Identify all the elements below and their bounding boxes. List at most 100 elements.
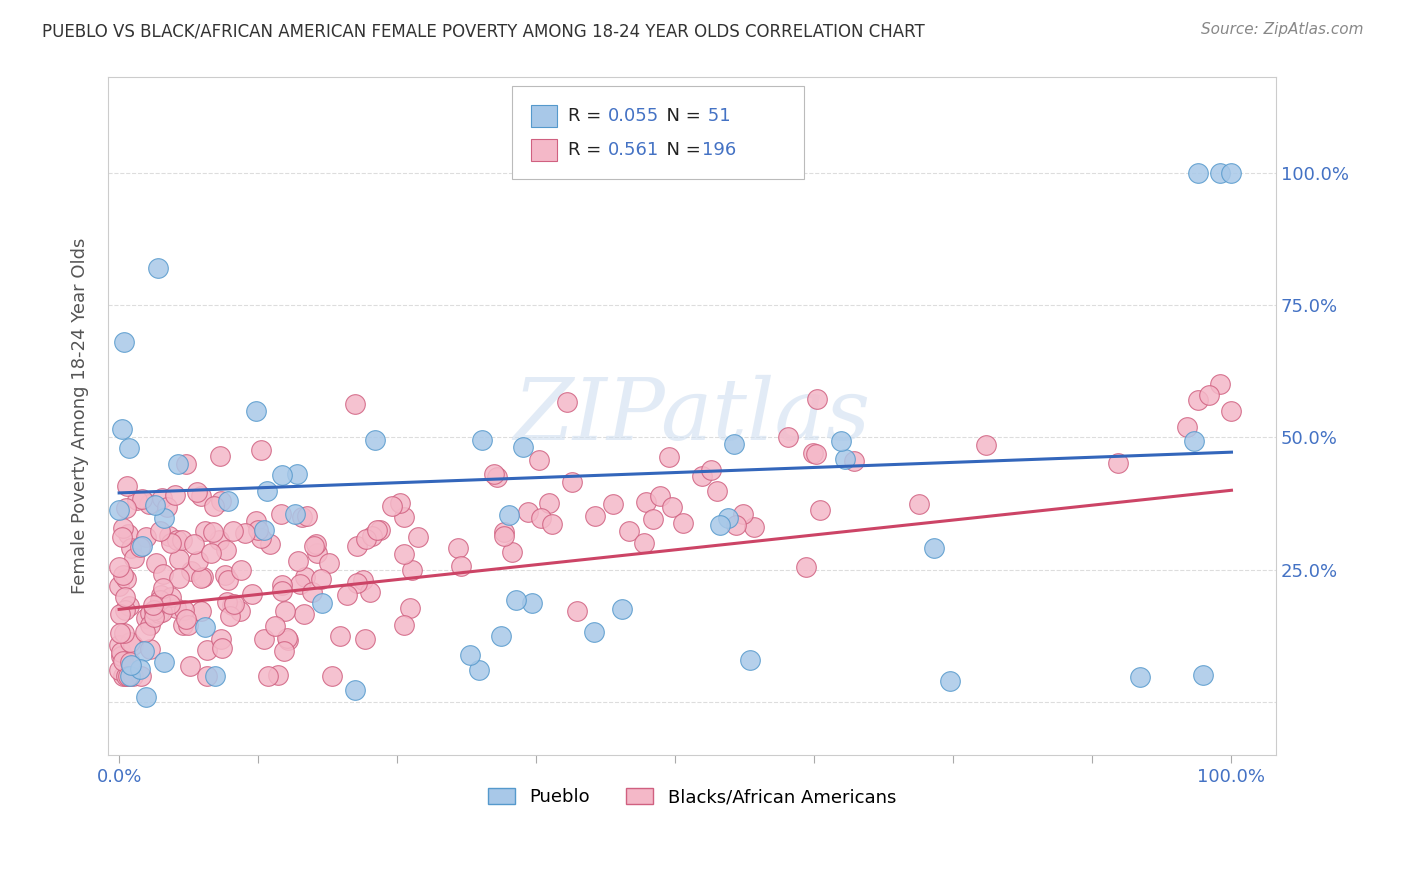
Point [152,581,174,595]
Point [359,585,381,599]
Point [318,556,340,570]
Point [343,397,366,411]
Point [125,493,148,508]
Point [194,524,217,539]
Point [1192,668,1215,682]
Point [245,514,267,528]
Point [214,568,236,582]
Point [305,537,328,551]
Point [209,632,232,647]
Point [148,592,170,607]
Point [277,632,299,647]
Point [658,450,681,465]
Point [392,547,415,561]
Point [142,610,165,624]
Point [117,668,139,682]
Point [804,447,827,461]
Point [505,593,527,607]
Point [742,520,765,534]
Point [1129,671,1152,685]
Point [108,579,131,593]
Point [321,668,343,682]
Point [361,529,384,543]
Point [794,560,817,574]
Point [311,596,333,610]
Point [724,518,747,533]
Point [1187,393,1209,408]
Point [602,497,624,511]
Point [115,501,138,516]
Point [208,449,231,463]
Point [274,605,297,619]
Text: R =: R = [568,107,607,125]
Point [309,572,332,586]
Point [135,690,157,705]
Point [172,617,194,632]
Point [217,573,239,587]
Point [801,446,824,460]
Point [368,523,391,537]
Point [1209,166,1232,180]
Point [939,673,962,688]
Point [287,554,309,568]
Text: PUEBLO VS BLACK/AFRICAN AMERICAN FEMALE POVERTY AMONG 18-24 YEAR OLDS CORRELATIO: PUEBLO VS BLACK/AFRICAN AMERICAN FEMALE … [42,22,925,40]
Point [111,567,134,582]
Point [1182,434,1205,448]
Point [174,612,197,626]
Point [138,606,160,620]
Point [583,509,606,524]
Point [1107,456,1129,470]
Point [117,526,139,541]
Point [1220,166,1243,180]
Point [305,546,328,560]
Point [494,525,516,540]
Point [520,596,543,610]
Text: N =: N = [655,141,707,159]
Point [1187,166,1209,180]
Point [173,603,195,617]
Point [250,442,273,457]
Text: Source: ZipAtlas.com: Source: ZipAtlas.com [1201,22,1364,37]
Point [304,539,326,553]
Point [648,489,671,503]
Point [240,587,263,601]
Point [259,536,281,550]
Point [256,668,278,682]
Point [346,539,368,553]
Point [114,602,136,616]
Point [131,668,153,682]
Point [215,543,238,558]
Point [159,535,181,549]
Point [217,595,239,609]
Point [143,498,166,512]
Point [1198,388,1220,402]
Point [135,611,157,625]
Point [399,601,422,615]
Point [301,585,323,599]
Point [733,508,755,522]
Point [187,554,209,568]
Point [221,598,243,612]
Point [110,645,132,659]
Point [806,392,828,407]
Point [138,497,160,511]
Point [111,521,134,535]
Point [229,563,252,577]
Point [152,566,174,581]
Point [285,467,308,482]
Point [498,508,520,522]
Point [108,663,131,677]
Point [392,510,415,524]
Point [139,617,162,632]
Point [830,434,852,448]
Point [202,500,225,514]
Point [167,571,190,585]
Point [110,649,132,664]
Point [156,500,179,515]
Point [633,536,655,550]
Point [294,569,316,583]
Point [723,436,745,450]
Point [354,632,377,647]
Text: 0.055: 0.055 [607,107,658,125]
Point [120,656,142,670]
